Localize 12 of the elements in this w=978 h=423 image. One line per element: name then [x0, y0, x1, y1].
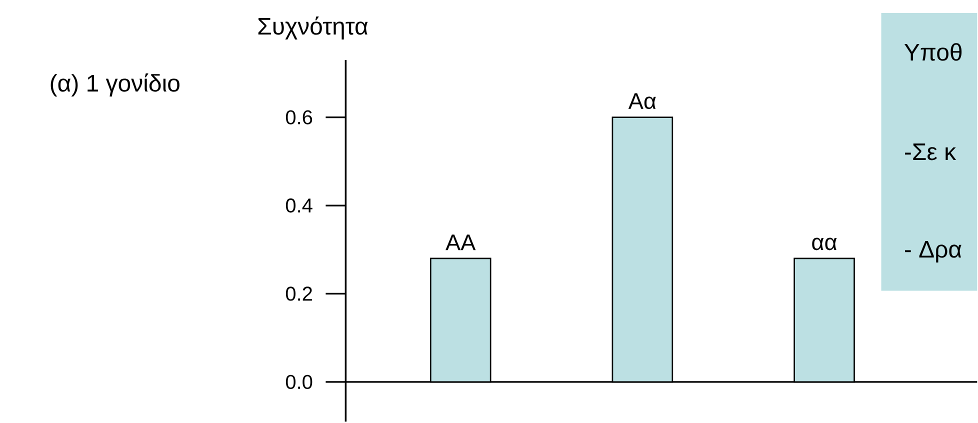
annotation: Υποθ — [904, 43, 962, 61]
y-tick-label: 0.0 — [286, 375, 312, 390]
annotation: -Σε κ — [904, 144, 956, 160]
text: (α) 1 γονίδιο — [50, 74, 180, 97]
x-tick-label: αα — [812, 238, 837, 250]
y-tick-label: 0.4 — [286, 198, 312, 213]
x-tick-label: Aα — [628, 93, 656, 110]
annotation: - Δρα — [904, 241, 962, 263]
y-tick-label: 0.2 — [286, 286, 312, 302]
x-tick-label: AA — [446, 234, 476, 250]
y-axis-title: Συχνότητα — [258, 16, 368, 40]
y-tick-label: 0.6 — [286, 110, 312, 125]
